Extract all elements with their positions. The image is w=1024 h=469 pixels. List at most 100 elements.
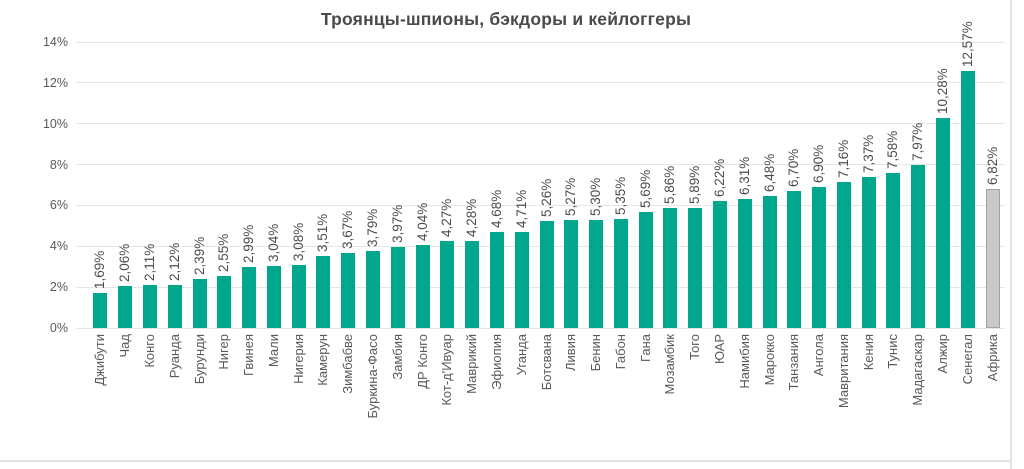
- gridline: [76, 123, 1005, 125]
- y-axis-tick-label: 8%: [49, 157, 68, 172]
- bar: [539, 220, 554, 328]
- x-axis-label: Конго: [141, 334, 157, 368]
- gridline: [76, 41, 1005, 43]
- bar: [589, 219, 604, 328]
- bar-value-label: 3,04%: [265, 223, 281, 262]
- x-axis-label: Замбия: [389, 334, 405, 380]
- x-axis-label: Зимбабве: [340, 334, 356, 394]
- bar: [366, 250, 380, 328]
- y-axis-tick-label: 12%: [42, 75, 68, 90]
- x-axis-label: Джибути: [92, 334, 108, 386]
- bar: [266, 265, 281, 328]
- x-axis-label: Габон: [612, 334, 628, 370]
- bar: [514, 231, 529, 328]
- x-axis-label: Уганда: [513, 334, 529, 376]
- bar-value-label: 12,57%: [959, 21, 975, 68]
- bar: [341, 253, 356, 328]
- bar-value-label: 5,89%: [687, 165, 703, 204]
- bar-value-label: 7,58%: [885, 130, 901, 170]
- bar-value-label: 4,71%: [513, 189, 529, 228]
- bar: [390, 246, 405, 328]
- y-axis-tick-label: 2%: [49, 280, 68, 295]
- x-axis-label: Мозамбик: [662, 334, 678, 395]
- bar-value-label: 6,31%: [736, 156, 752, 196]
- x-axis-label: ЮАР: [711, 334, 727, 365]
- bar-value-label: 6,82%: [984, 146, 1000, 185]
- bar-value-label: 2,12%: [166, 242, 182, 281]
- bar: [911, 165, 926, 328]
- bar: [440, 240, 455, 328]
- bar-value-label: 5,86%: [662, 166, 678, 205]
- bar-value-label: 4,27%: [439, 198, 455, 237]
- x-axis-label: Маврикий: [464, 334, 480, 394]
- bar-value-label: 2,55%: [216, 233, 232, 272]
- bar: [192, 279, 207, 328]
- bar-value-label: 6,48%: [761, 153, 777, 192]
- bar-value-label: 3,67%: [340, 210, 356, 250]
- bar: [960, 71, 975, 328]
- bar-value-label: 2,39%: [191, 236, 207, 276]
- bar-value-label: 6,22%: [711, 158, 727, 197]
- x-axis-label: Бурунди: [191, 334, 207, 385]
- x-axis-label: Танзания: [786, 334, 802, 391]
- bar-value-label: 5,35%: [612, 176, 628, 215]
- bar-value-label: 7,16%: [835, 139, 851, 178]
- gridline: [76, 82, 1005, 84]
- bar: [712, 200, 727, 328]
- bar: [316, 256, 331, 328]
- x-axis-label: Чад: [117, 334, 133, 358]
- bar: [564, 220, 579, 328]
- bar: [688, 207, 703, 328]
- bar-value-label: 4,68%: [488, 190, 504, 229]
- x-axis-label: Тунис: [885, 334, 901, 369]
- bar-value-label: 5,69%: [637, 169, 653, 208]
- x-axis-label: Кения: [860, 334, 876, 371]
- x-axis-label: Того: [687, 334, 703, 360]
- bar-value-label: 2,11%: [141, 243, 157, 281]
- bar-value-label: 10,28%: [935, 68, 951, 114]
- bar: [762, 195, 777, 328]
- bar-value-label: 5,26%: [538, 178, 554, 217]
- x-axis-label: Ливия: [563, 334, 579, 372]
- bar-value-label: 3,51%: [315, 214, 331, 253]
- x-axis-label: Намибия: [736, 334, 752, 389]
- x-axis-label: Мали: [265, 334, 281, 368]
- x-axis-label: Нигерия: [290, 334, 306, 384]
- bar: [217, 275, 232, 328]
- page-bottom-border: [0, 460, 1012, 462]
- bar-value-label: 2,99%: [241, 224, 257, 263]
- x-axis-label: Кот-д'Ивуар: [439, 334, 455, 406]
- x-axis-label: Сенегал: [959, 334, 975, 385]
- x-axis-label: Эфиопия: [488, 334, 504, 390]
- gridline: [76, 204, 1005, 206]
- x-axis-label: Ангола: [811, 334, 827, 377]
- bar: [415, 245, 430, 328]
- bar: [737, 199, 752, 328]
- bar-value-label: 3,79%: [365, 208, 380, 247]
- bar: [613, 218, 628, 328]
- y-axis-tick-label: 6%: [49, 198, 68, 213]
- bar: [812, 187, 827, 328]
- bar-value-label: 4,04%: [414, 203, 430, 242]
- bar: [167, 284, 182, 328]
- y-axis-tick-label: 10%: [42, 116, 68, 131]
- bar: [291, 265, 306, 328]
- x-axis-label: Мадагаскар: [910, 334, 926, 406]
- x-axis-label: Бенин: [588, 334, 604, 372]
- page-right-border: [1010, 0, 1012, 469]
- bar: [489, 232, 504, 328]
- x-axis-label: ДР Конго: [414, 334, 430, 389]
- x-axis-label: Ботсвана: [538, 334, 554, 391]
- y-axis-tick-label: 0%: [49, 321, 68, 335]
- bar: [861, 177, 876, 328]
- bar: [663, 208, 678, 328]
- x-axis-label: Руанда: [166, 334, 182, 379]
- x-axis-label: Африка: [984, 334, 1000, 382]
- bar: [638, 211, 653, 328]
- bar-value-label: 7,37%: [860, 135, 876, 174]
- bar: [118, 285, 133, 328]
- y-axis-tick-label: 4%: [49, 239, 68, 254]
- bar: [985, 188, 1000, 328]
